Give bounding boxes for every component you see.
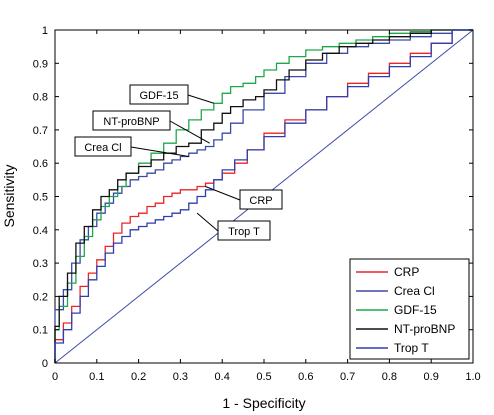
y-tick-label: 0.5 xyxy=(33,192,48,204)
y-tick-label: 0.2 xyxy=(33,291,48,303)
legend: CRP Crea Cl GDF-15 NT-proBNP Trop T xyxy=(349,258,470,360)
x-tick-label: 1.0 xyxy=(465,371,480,383)
annotation-box xyxy=(129,84,189,105)
annotation-label: CRP xyxy=(249,195,272,207)
y-tick-label: 0.6 xyxy=(33,158,48,170)
y-tick-label: 0.8 xyxy=(33,92,48,104)
y-tick-label: 1 xyxy=(42,25,48,37)
x-tick-label: 0 xyxy=(52,371,58,383)
annotation-leader xyxy=(130,146,189,158)
annotation-box xyxy=(217,220,271,241)
series-layer xyxy=(54,29,473,363)
annotation-label: Crea Cl xyxy=(84,142,121,154)
x-tick-label: 0.2 xyxy=(131,371,146,383)
series-line-nt-probnp xyxy=(54,29,473,363)
x-tick-label: 0.5 xyxy=(256,371,271,383)
legend-label-nt-probnp: NT-proBNP xyxy=(394,322,455,336)
legend-label-crea-cl: Crea Cl xyxy=(394,284,435,298)
y-tick-label: 0.1 xyxy=(33,325,48,337)
annotation-box xyxy=(239,189,283,210)
y-axis: 0 0.1 0.2 0.3 0.4 0.5 0.6 0.7 0.8 0.9 1 xyxy=(33,25,473,370)
series-line-crp xyxy=(54,29,473,363)
legend-label-trop-t: Trop T xyxy=(394,341,429,355)
annotation-trop-t: Trop T xyxy=(196,212,271,241)
x-tick-label: 0.9 xyxy=(424,371,439,383)
y-tick-label: 0 xyxy=(42,358,48,370)
x-tick-label: 0.3 xyxy=(173,371,188,383)
legend-label-gdf-15: GDF-15 xyxy=(394,303,437,317)
x-tick-label: 0.6 xyxy=(298,371,313,383)
y-axis-label: Sensitivity xyxy=(1,164,17,227)
x-tick-label: 0.8 xyxy=(382,371,397,383)
annotation-leader xyxy=(169,120,210,144)
annotation-label: NT-proBNP xyxy=(103,116,159,128)
annotation-label: Trop T xyxy=(228,226,260,238)
x-axis: 0 0.1 0.2 0.3 0.4 0.5 0.6 0.7 0.8 0.9 1.0 xyxy=(52,30,481,383)
annotation-nt-probnp: NT-proBNP xyxy=(92,110,210,144)
y-tick-label: 0.9 xyxy=(33,58,48,70)
legend-box xyxy=(349,258,470,360)
annotation-leader xyxy=(187,94,214,104)
legend-label-crp: CRP xyxy=(394,265,419,279)
annotation-crp: CRP xyxy=(205,186,283,210)
y-tick-label: 0.7 xyxy=(33,125,48,137)
x-tick-label: 0.4 xyxy=(215,371,230,383)
x-axis-label: 1 - Specificity xyxy=(222,395,305,411)
annotation-box xyxy=(74,136,132,157)
annotation-leader xyxy=(205,186,241,201)
annotation-leader xyxy=(196,212,219,232)
annotation-label: GDF-15 xyxy=(139,90,178,102)
x-tick-label: 0.7 xyxy=(340,371,355,383)
plot-area: GDF-15 NT-proBNP Crea Cl CRP Trop T xyxy=(54,29,474,364)
annotation-box xyxy=(92,110,171,131)
series-line-trop-t xyxy=(54,29,473,363)
y-tick-label: 0.4 xyxy=(33,225,48,237)
annotation-gdf-15: GDF-15 xyxy=(129,84,214,105)
x-tick-label: 0.1 xyxy=(89,371,104,383)
y-tick-label: 0.3 xyxy=(33,258,48,270)
annotation-crea-cl: Crea Cl xyxy=(74,136,189,158)
annotation-layer: GDF-15 NT-proBNP Crea Cl CRP Trop T xyxy=(74,84,283,241)
